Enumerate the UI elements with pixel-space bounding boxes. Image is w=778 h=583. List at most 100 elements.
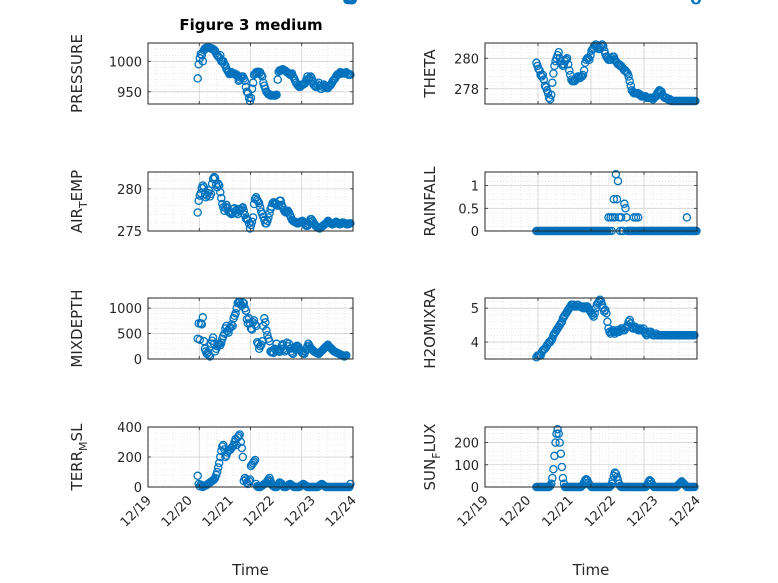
data-point — [209, 475, 219, 484]
y-tick-label: 0 — [134, 481, 142, 496]
y-axis-label: THETA — [421, 49, 439, 99]
data-point — [261, 318, 270, 327]
data-point — [581, 55, 591, 65]
data-series — [532, 0, 701, 492]
data-point — [692, 0, 701, 5]
x-axis-label: Time — [572, 561, 610, 579]
data-series — [193, 0, 357, 233]
x-axis-label: Time — [231, 561, 269, 579]
data-point — [602, 309, 611, 318]
data-point — [553, 424, 562, 434]
data-point — [346, 479, 355, 489]
data-point — [556, 319, 566, 328]
y-tick-label: 950 — [117, 86, 142, 101]
data-point — [565, 66, 574, 75]
data-point — [306, 72, 315, 81]
y-tick-label: 400 — [117, 421, 142, 436]
data-point — [262, 326, 271, 335]
data-point — [616, 213, 626, 222]
data-point — [246, 220, 256, 230]
tick-marks — [484, 427, 698, 488]
data-point — [556, 449, 566, 458]
data-point — [615, 325, 625, 335]
data-point — [240, 76, 250, 86]
y-tick-label: 0.5 — [458, 202, 479, 217]
data-point — [206, 189, 216, 199]
y-axis-label: AIRTEMP — [68, 170, 90, 233]
data-point — [209, 172, 219, 182]
y-tick-label: 100 — [454, 459, 479, 474]
y-axis-label: RAINFALL — [421, 166, 439, 237]
data-point — [237, 203, 247, 213]
data-point — [621, 204, 630, 213]
tick-marks — [147, 298, 354, 360]
data-point — [250, 455, 260, 465]
data-point — [219, 440, 228, 450]
data-point — [590, 309, 599, 318]
figure-title: Figure 3 medium — [179, 16, 322, 34]
data-point — [249, 316, 259, 325]
data-point — [249, 457, 259, 466]
data-point — [551, 438, 560, 447]
y-tick-label: 0 — [471, 481, 479, 496]
subplot-3: 275 280 AIRTEMP — [68, 0, 357, 240]
y-tick-label: 0 — [471, 225, 479, 240]
y-tick-label: 280 — [117, 183, 142, 198]
data-point — [348, 0, 357, 5]
data-point — [193, 74, 202, 83]
data-point — [195, 335, 205, 344]
y-axis-label: MIXDEPTH — [68, 289, 86, 367]
data-point — [231, 309, 240, 318]
data-point — [241, 306, 251, 315]
data-point — [198, 57, 208, 66]
data-point — [555, 438, 564, 447]
data-point — [554, 47, 563, 57]
data-point — [237, 443, 247, 453]
data-point — [346, 219, 355, 228]
data-point — [239, 298, 249, 308]
data-point — [540, 81, 550, 90]
data-point — [257, 340, 266, 350]
data-point — [609, 194, 619, 204]
data-point — [216, 187, 225, 197]
data-point — [625, 76, 634, 86]
data-point — [272, 90, 281, 100]
data-series — [193, 0, 357, 361]
subplot-4: 0 0.5 1 RAINFALL — [421, 166, 701, 240]
data-point — [620, 199, 629, 209]
data-point — [547, 90, 556, 100]
y-tick-label: 200 — [117, 451, 142, 466]
data-point — [632, 324, 642, 333]
data-point — [548, 473, 557, 483]
data-point — [217, 193, 226, 203]
data-point — [633, 213, 643, 222]
data-point — [213, 463, 223, 472]
data-point — [198, 313, 208, 322]
y-tick-label: 4 — [471, 336, 479, 351]
data-point — [193, 208, 202, 217]
data-point — [194, 196, 203, 205]
data-point — [627, 322, 637, 332]
data-point — [691, 96, 700, 106]
data-point — [538, 70, 548, 80]
data-point — [248, 213, 258, 222]
data-point — [610, 468, 620, 477]
y-tick-label: 5 — [471, 302, 479, 317]
data-point — [273, 75, 282, 84]
data-point — [250, 320, 260, 329]
data-point — [624, 72, 633, 81]
tick-marks — [484, 298, 698, 359]
data-point — [216, 452, 225, 462]
data-point — [598, 41, 608, 51]
y-axis-label: SUNFLUX — [421, 424, 443, 491]
y-tick-label: 200 — [454, 437, 479, 452]
tick-marks — [484, 172, 698, 232]
data-point — [254, 198, 264, 208]
y-tick-label: 0 — [134, 353, 142, 368]
y-tick-label: 1 — [471, 180, 479, 195]
data-point — [682, 213, 692, 222]
data-point — [224, 328, 233, 337]
data-point — [578, 70, 588, 80]
data-point — [228, 442, 237, 451]
data-point — [548, 78, 557, 87]
